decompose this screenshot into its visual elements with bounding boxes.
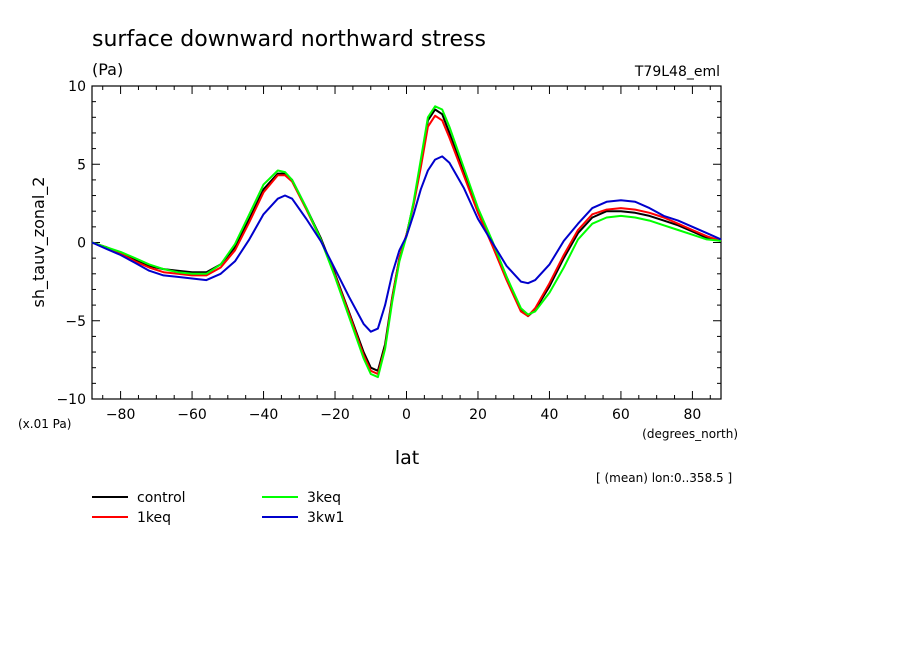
x-tick-label: −60 xyxy=(177,407,207,423)
x-tick-label: −40 xyxy=(249,407,279,423)
x-tick-label: −20 xyxy=(320,407,350,423)
legend-label: 1keq xyxy=(137,510,171,526)
y-axis-label: sh_tauv_zonal_2 xyxy=(29,177,49,308)
model-label: T79L48_eml xyxy=(634,64,720,80)
series-lines xyxy=(91,105,722,379)
x-tick-label: 40 xyxy=(541,407,559,423)
series-line-3kw1 xyxy=(91,155,722,333)
plot-frame xyxy=(91,85,722,400)
x-tick-label: −80 xyxy=(106,407,136,423)
series-line-1keq xyxy=(91,114,722,375)
x-tick-label: 0 xyxy=(402,407,411,423)
y-tick-label: 10 xyxy=(68,79,86,95)
mean-note: [ (mean) lon:0..358.5 ] xyxy=(596,471,732,485)
y-tick-label: −5 xyxy=(65,314,86,330)
x-tick-label: 80 xyxy=(683,407,701,423)
legend-label: 3keq xyxy=(307,490,341,506)
scale-note: (x.01 Pa) xyxy=(18,417,71,431)
x-tick-label: 20 xyxy=(469,407,487,423)
y-tick-label: 5 xyxy=(77,157,86,173)
axis-ticks: −80 −60 −40 −20 0 20 40 60 80 −10 −5 0 5 10 xyxy=(56,79,721,423)
y-tick-label: 0 xyxy=(77,236,86,252)
y-tick-label: −10 xyxy=(56,392,86,408)
units-label: (Pa) xyxy=(92,60,123,79)
chart-title: surface downward northward stress xyxy=(92,27,486,52)
legend: control 1keq 3keq 3kw1 xyxy=(92,490,344,526)
x-axis-label: lat xyxy=(395,447,419,469)
series-line-control xyxy=(91,108,722,372)
x-units-label: (degrees_north) xyxy=(642,427,738,441)
series-line-3keq xyxy=(91,105,722,379)
legend-label: control xyxy=(137,490,186,506)
x-tick-label: 60 xyxy=(612,407,630,423)
legend-label: 3kw1 xyxy=(307,510,344,526)
